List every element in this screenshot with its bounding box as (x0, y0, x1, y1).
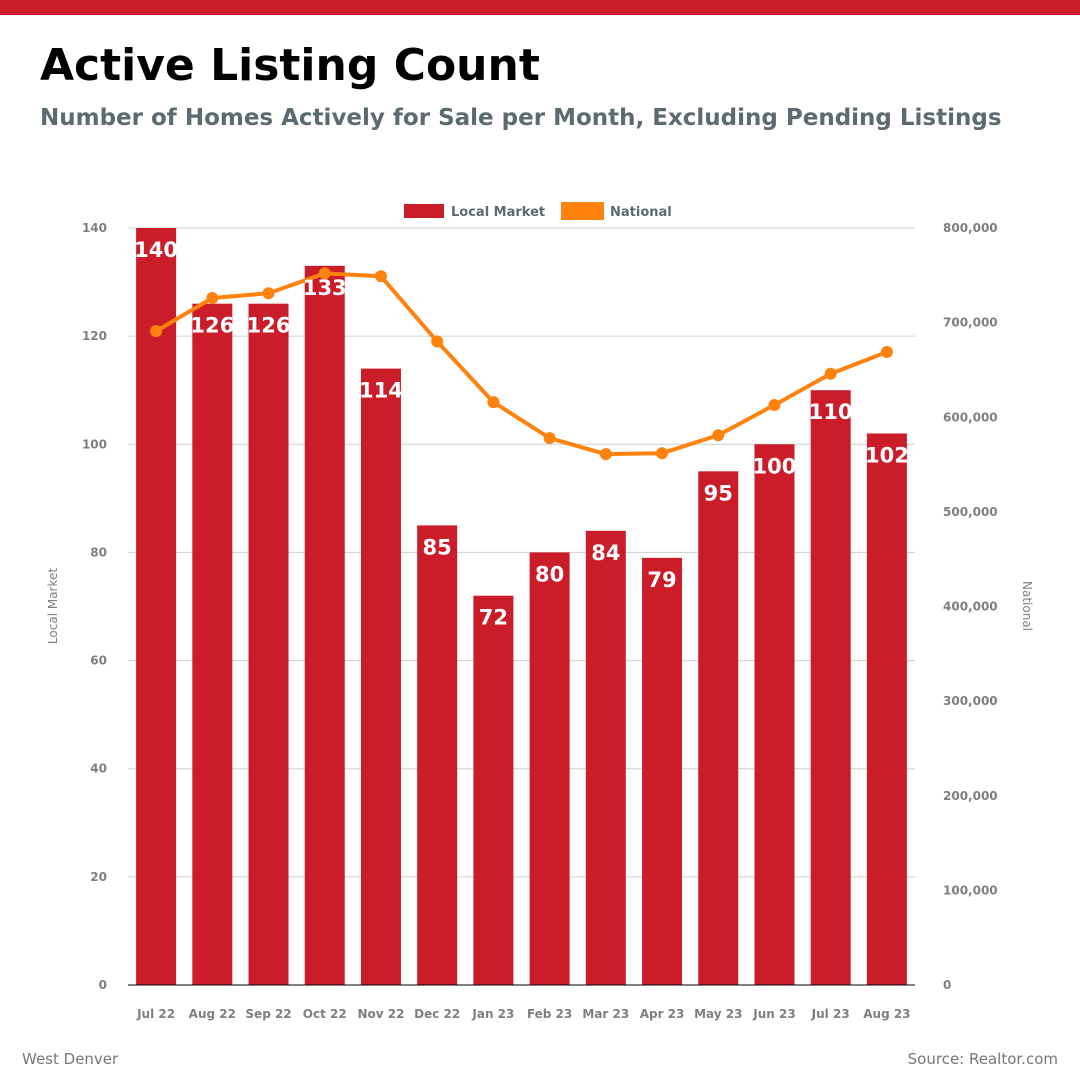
bar (248, 303, 289, 985)
bar-data-label: 140 (134, 238, 178, 262)
x-tick-label: Sep 22 (245, 1007, 291, 1021)
x-tick-label: May 23 (694, 1007, 742, 1021)
bar-data-label: 133 (303, 276, 347, 300)
x-tick-label: Aug 23 (863, 1007, 910, 1021)
national-point (824, 367, 837, 380)
x-tick-label: Dec 22 (414, 1007, 460, 1021)
bar-data-label: 79 (647, 568, 676, 592)
bar-data-label: 95 (704, 481, 733, 505)
national-point (374, 270, 387, 283)
y-left-axis-title: Local Market (46, 568, 60, 644)
bar-data-label: 72 (479, 606, 508, 630)
legend-label-national: National (610, 205, 672, 220)
bar (417, 525, 458, 985)
bar (754, 444, 795, 985)
bar (136, 228, 177, 985)
y-left-tick-label: 40 (90, 762, 107, 776)
bar-data-label: 102 (865, 443, 909, 467)
x-tick-label: Mar 23 (582, 1007, 629, 1021)
y-right-tick-label: 200,000 (943, 789, 998, 803)
bar-data-label: 100 (753, 454, 797, 478)
legend-swatch-national (561, 202, 604, 220)
bar (866, 433, 907, 985)
footer-location: West Denver (22, 1050, 119, 1068)
bar (360, 368, 401, 986)
y-right-tick-label: 0 (943, 978, 951, 992)
chart-title: Active Listing Count (40, 40, 540, 91)
bar-data-label: 85 (423, 535, 452, 559)
y-left-tick-label: 20 (90, 870, 107, 884)
bar (642, 557, 683, 985)
y-right-tick-label: 300,000 (943, 694, 998, 708)
x-tick-label: Apr 23 (640, 1007, 685, 1021)
bar-data-label: 80 (535, 562, 564, 586)
national-point (487, 396, 500, 409)
national-point (150, 325, 163, 338)
y-right-tick-label: 500,000 (943, 505, 998, 519)
bar-data-label: 126 (190, 314, 234, 338)
bar (585, 530, 626, 985)
legend-label-local-market: Local Market (451, 205, 545, 220)
y-left-tick-label: 0 (99, 978, 107, 992)
bar (473, 595, 514, 985)
x-tick-label: Jul 23 (811, 1007, 850, 1021)
y-left-tick-label: 120 (82, 329, 107, 343)
x-tick-label: Nov 22 (357, 1007, 404, 1021)
x-tick-label: Feb 23 (527, 1007, 572, 1021)
y-right-tick-label: 400,000 (943, 600, 998, 614)
y-left-tick-label: 100 (82, 437, 107, 451)
bar (304, 265, 345, 986)
footer-source: Source: Realtor.com (907, 1050, 1058, 1068)
x-tick-label: Jan 23 (471, 1007, 514, 1021)
y-right-tick-label: 700,000 (943, 316, 998, 330)
bar (192, 303, 233, 985)
y-right-tick-label: 800,000 (943, 221, 998, 235)
national-point (543, 432, 556, 445)
national-point (318, 267, 331, 280)
bar-data-label: 126 (247, 314, 291, 338)
bar-data-label: 114 (359, 379, 403, 403)
national-point (206, 292, 219, 305)
national-point (768, 398, 781, 411)
y-left-tick-label: 80 (90, 545, 107, 559)
national-point (431, 335, 444, 348)
x-tick-label: Oct 22 (303, 1007, 347, 1021)
x-tick-label: Jun 23 (752, 1007, 795, 1021)
bar (529, 552, 570, 985)
y-left-tick-label: 140 (82, 221, 107, 235)
legend-swatch-local-market (404, 204, 444, 218)
x-tick-label: Jul 22 (136, 1007, 175, 1021)
y-left-tick-label: 60 (90, 654, 107, 668)
x-tick-label: Aug 22 (189, 1007, 236, 1021)
national-point (262, 287, 275, 300)
top-accent-bar (0, 0, 1080, 15)
national-point (880, 345, 893, 358)
national-point (656, 447, 669, 460)
chart-subtitle: Number of Homes Actively for Sale per Mo… (40, 105, 1002, 131)
bar-data-label: 110 (809, 400, 853, 424)
y-right-tick-label: 100,000 (943, 883, 998, 897)
national-point (599, 448, 612, 461)
bar (698, 471, 739, 986)
bar (810, 390, 851, 985)
national-line (154, 271, 889, 457)
bar-data-label: 84 (591, 541, 620, 565)
y-right-tick-label: 600,000 (943, 410, 998, 424)
national-point (712, 429, 725, 442)
y-right-axis-title: National (1020, 581, 1034, 631)
